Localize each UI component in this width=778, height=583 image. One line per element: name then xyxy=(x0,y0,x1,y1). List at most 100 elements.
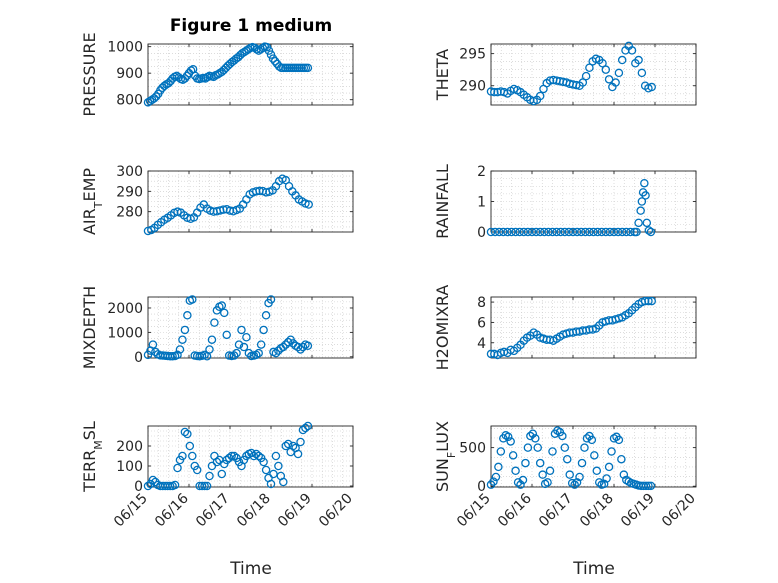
series-markers xyxy=(143,42,313,107)
data-point xyxy=(582,434,592,443)
data-point xyxy=(283,439,293,449)
data-point xyxy=(266,479,276,489)
data-point xyxy=(175,345,185,354)
axes-box xyxy=(147,425,354,488)
data-point xyxy=(165,481,175,491)
data-point xyxy=(252,45,261,54)
data-point xyxy=(535,91,545,101)
y-tick-label: 0 xyxy=(134,479,143,495)
data-point xyxy=(598,59,607,68)
data-point xyxy=(183,311,192,320)
series-markers xyxy=(486,41,656,106)
data-point xyxy=(293,342,303,352)
data-point xyxy=(601,65,611,74)
data-point xyxy=(494,462,503,472)
y-tick-label: 0 xyxy=(477,479,486,495)
data-point xyxy=(301,423,310,433)
data-point xyxy=(180,325,190,335)
data-point xyxy=(303,421,313,431)
data-point xyxy=(188,451,197,461)
y-axis-label: THETA xyxy=(433,49,452,101)
axes-box xyxy=(490,296,697,359)
data-point xyxy=(585,227,594,237)
data-point xyxy=(143,481,153,491)
y-tick-label: 0 xyxy=(477,225,486,241)
data-point xyxy=(180,427,190,437)
y-axis-label: SUNFLUX xyxy=(433,421,458,492)
data-point xyxy=(558,431,567,441)
y-tick-label: 2000 xyxy=(107,301,143,317)
data-point xyxy=(237,325,246,335)
data-point xyxy=(499,227,508,237)
data-point xyxy=(217,469,227,479)
data-point xyxy=(560,227,570,237)
x-tick-label: 06/17 xyxy=(193,491,233,531)
data-point xyxy=(259,325,268,335)
data-point xyxy=(180,74,190,83)
series-markers xyxy=(143,174,313,236)
data-point xyxy=(178,335,187,344)
data-point xyxy=(515,227,524,237)
data-point xyxy=(602,474,611,483)
y-tick-label: 0 xyxy=(134,350,143,366)
data-point xyxy=(491,472,501,482)
grid xyxy=(147,297,354,358)
y-tick-label: 6 xyxy=(477,315,486,331)
data-point xyxy=(188,295,197,304)
data-point xyxy=(503,432,513,442)
data-point xyxy=(597,227,606,237)
y-axis-label: H2OMIXRA xyxy=(433,285,452,371)
data-point xyxy=(220,308,229,318)
data-point xyxy=(647,296,656,306)
data-point xyxy=(271,348,281,358)
data-point xyxy=(217,301,227,310)
subplot-theta: 290 295 THETA xyxy=(433,41,697,106)
data-point xyxy=(205,345,214,354)
y-tick-label: 200 xyxy=(116,439,143,455)
data-point xyxy=(565,470,574,479)
data-point xyxy=(200,481,209,491)
data-point xyxy=(508,451,518,460)
data-point xyxy=(632,227,641,237)
data-point xyxy=(581,227,590,237)
y-tick-label: 290 xyxy=(116,184,143,200)
data-point xyxy=(303,63,313,73)
x-tick-label: 06/18 xyxy=(577,491,617,531)
data-point xyxy=(173,350,182,360)
data-point xyxy=(178,451,187,461)
x-tick-label: 06/18 xyxy=(234,491,274,531)
data-point xyxy=(604,75,614,84)
data-point xyxy=(288,441,298,451)
data-point xyxy=(581,71,591,81)
data-point xyxy=(264,46,274,55)
data-point xyxy=(303,341,313,351)
data-point xyxy=(298,342,308,352)
data-point xyxy=(609,227,619,237)
data-point xyxy=(601,227,611,237)
data-point xyxy=(197,481,207,491)
data-point xyxy=(266,295,276,304)
data-point xyxy=(148,475,158,485)
data-point xyxy=(523,227,533,237)
data-point xyxy=(577,458,587,468)
data-point xyxy=(580,443,589,452)
data-point xyxy=(626,227,635,237)
data-point xyxy=(251,350,261,360)
data-point xyxy=(185,441,195,451)
x-tick-label: 06/19 xyxy=(275,491,315,531)
data-point xyxy=(617,55,627,65)
data-point xyxy=(269,469,278,479)
y-tick-label: 8 xyxy=(477,295,486,311)
data-point xyxy=(548,227,557,237)
data-point xyxy=(486,227,496,237)
data-point xyxy=(605,227,615,237)
data-point xyxy=(622,227,631,237)
data-point xyxy=(619,470,629,479)
data-point xyxy=(613,227,623,237)
data-point xyxy=(587,435,597,445)
data-point xyxy=(637,197,647,206)
x-tick-label: 06/15 xyxy=(111,491,151,531)
x-tick-label: 06/16 xyxy=(495,490,535,530)
y-tick-label: 100 xyxy=(116,459,143,475)
